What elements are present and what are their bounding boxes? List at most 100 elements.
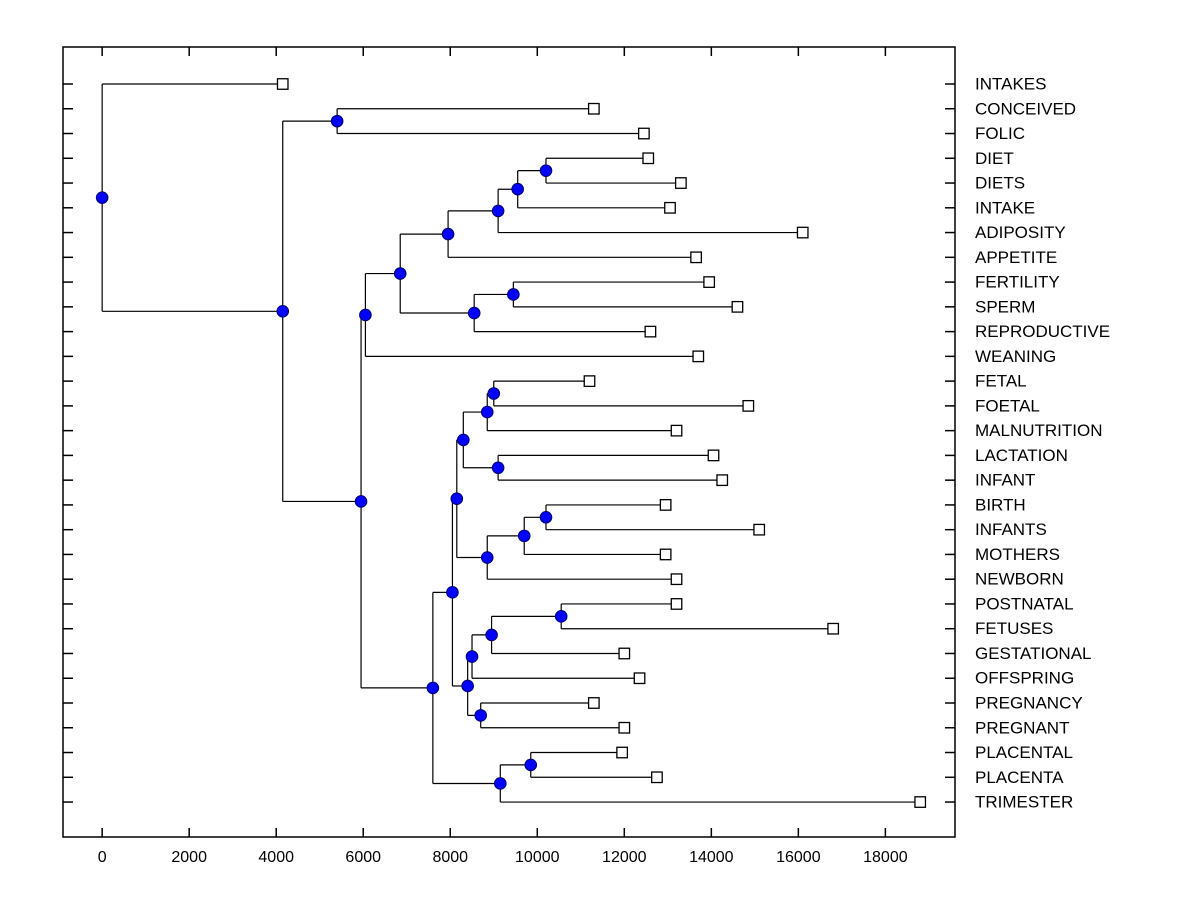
x-tick-label: 6000 (345, 849, 381, 866)
cluster-node-marker (480, 405, 494, 419)
leaf-label: SPERM (975, 297, 1035, 316)
leaf-label: MOTHERS (975, 545, 1060, 564)
cluster-node-marker (95, 191, 109, 204)
leaf-label: LACTATION (975, 446, 1068, 465)
leaf-marker (587, 102, 600, 115)
leaf-marker (674, 177, 687, 189)
leaf-label: FOLIC (975, 124, 1025, 143)
cluster-node-marker (276, 304, 290, 318)
leaf-label: PLACENTAL (975, 743, 1073, 762)
cluster-node-marker (474, 709, 488, 722)
leaf-label: INTAKES (975, 75, 1046, 94)
cluster-node-marker (467, 306, 481, 320)
cluster-node-marker (441, 227, 455, 241)
x-tick-label: 14000 (689, 849, 734, 866)
cluster-node-marker (507, 288, 520, 301)
leaf-label: POSTNATAL (975, 594, 1074, 613)
cluster-node-marker (330, 114, 344, 128)
branches (101, 83, 921, 803)
cluster-node-marker (426, 681, 440, 695)
leaf-marker (692, 350, 705, 363)
leaf-marker (827, 622, 840, 635)
leaf-marker (637, 127, 650, 140)
leaf-marker (742, 399, 755, 412)
cluster-node-marker (539, 511, 553, 524)
cluster-node-marker (493, 777, 507, 790)
leaf-label: REPRODUCTIVE (975, 322, 1110, 341)
leaf-marker (618, 647, 631, 660)
cluster-node-marker (480, 551, 494, 564)
cluster-node-marker (491, 204, 505, 218)
leaf-marker (659, 548, 672, 561)
leaf-marker (633, 672, 646, 685)
cluster-node-marker (517, 529, 531, 543)
leaf-marker (796, 226, 809, 239)
leaf-label: DIETS (975, 174, 1025, 193)
leaf-label: APPETITE (975, 248, 1057, 267)
leaf-label: OFFSPRING (975, 669, 1074, 688)
leaf-label: PREGNANCY (975, 694, 1083, 713)
leaf-label: BIRTH (975, 495, 1026, 514)
plot-border (62, 46, 956, 838)
leaf-marker (753, 523, 766, 536)
cluster-node-marker (485, 628, 498, 642)
leaf-label: FETUSES (975, 619, 1053, 638)
leaf-marker (618, 721, 631, 734)
leaf-marker (690, 251, 703, 264)
leaf-marker (583, 375, 596, 388)
leaf-label: FOETAL (975, 396, 1040, 415)
leaf-marker (651, 771, 663, 784)
cluster-node-marker (354, 495, 368, 508)
leaf-marker (664, 201, 676, 214)
leaf-marker (731, 300, 744, 313)
leaf-label: FERTILITY (975, 273, 1060, 292)
x-tick-label: 8000 (432, 849, 468, 866)
cluster-node-marker (446, 586, 459, 599)
leaf-marker (276, 78, 289, 90)
leaf-label: MALNUTRITION (975, 421, 1103, 440)
leaf-label: NEWBORN (975, 570, 1064, 589)
leaf-label: INFANTS (975, 520, 1047, 539)
leaf-marker (644, 325, 657, 338)
x-tick-label: 4000 (258, 849, 294, 866)
leaf-label: TRIMESTER (975, 793, 1073, 812)
y-axis (63, 83, 955, 803)
x-tick-label: 2000 (171, 849, 207, 866)
x-tick-label: 18000 (863, 849, 908, 866)
leaf-marker (703, 276, 716, 288)
leaf-label: INFANT (975, 471, 1035, 490)
cluster-node-marker (461, 679, 474, 693)
leaf-label: PREGNANT (975, 718, 1069, 737)
cluster-node-marker (524, 758, 538, 772)
leaf-label: DIET (975, 149, 1014, 168)
leaf-label: GESTATIONAL (975, 644, 1092, 663)
x-tick-label: 0 (98, 849, 107, 866)
leaf-marker (642, 152, 655, 165)
cluster-node-marker (554, 610, 568, 623)
leaf-label: PLACENTA (975, 768, 1064, 787)
leaf-marker (616, 746, 629, 759)
cluster-node-marker (491, 461, 505, 475)
leaf-marker (914, 796, 927, 808)
leaf-markers-and-labels: INTAKES CONCEIVED FOLIC DIET DIETS INTAKE ADIP… (276, 75, 1110, 812)
cluster-node-marker (359, 308, 372, 322)
leaf-marker (707, 449, 720, 462)
leaf-label: WEANING (975, 347, 1056, 366)
leaf-marker (716, 474, 729, 487)
cluster-node-marker (457, 433, 470, 447)
cluster-node-marker (487, 387, 501, 400)
cluster-node-marker (465, 650, 479, 663)
x-tick-label: 16000 (776, 849, 821, 866)
leaf-marker (587, 697, 600, 709)
x-axis: 0 2000 4000 6000 8000 10000 12000 14000 16000 180… (98, 47, 908, 866)
leaf-label: FETAL (975, 372, 1027, 391)
leaf-marker (659, 499, 672, 511)
leaf-marker (670, 573, 683, 586)
leaf-marker (670, 424, 683, 437)
leaf-label: ADIPOSITY (975, 223, 1066, 242)
cluster-node-marker (393, 267, 407, 280)
node-markers (95, 114, 568, 790)
leaf-marker (670, 598, 683, 610)
